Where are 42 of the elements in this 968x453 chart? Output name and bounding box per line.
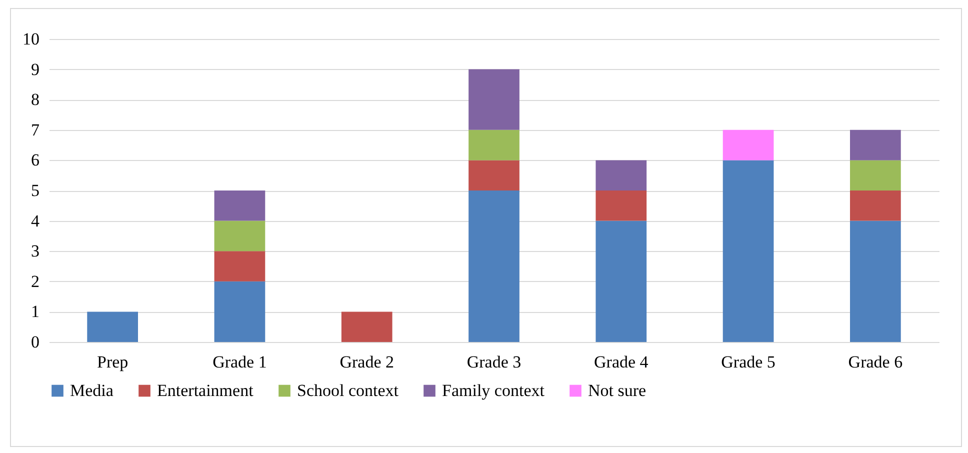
y-tick-label: 6 — [31, 150, 40, 170]
y-tick-label: 10 — [22, 30, 40, 48]
bar — [214, 251, 266, 282]
bar — [468, 130, 520, 160]
legend-label: Not sure — [588, 380, 646, 400]
y-tick-label: 3 — [31, 242, 40, 261]
x-tick-label: Grade 2 — [340, 352, 394, 372]
bar — [468, 160, 520, 190]
bar — [596, 220, 647, 342]
x-tick-label: Grade 3 — [466, 352, 522, 372]
bar — [850, 220, 901, 342]
bar — [214, 190, 266, 221]
x-tick-label: Prep — [96, 352, 128, 372]
bar — [596, 160, 647, 190]
bar — [214, 281, 266, 342]
bar — [341, 312, 392, 342]
bar — [722, 130, 774, 160]
x-tick-label: Grade 6 — [848, 352, 903, 372]
x-tick-label: Grade 4 — [594, 352, 649, 372]
y-tick-label: 7 — [31, 120, 40, 140]
bar — [850, 130, 901, 160]
bar — [596, 190, 647, 221]
y-tick-label: 2 — [31, 272, 40, 291]
legend-label: Media — [70, 380, 114, 400]
bar — [87, 312, 138, 342]
bar — [468, 69, 520, 130]
bar — [468, 190, 520, 342]
legend-label: Family context — [442, 380, 545, 400]
x-tick-label: Grade 1 — [212, 352, 267, 372]
bar — [850, 160, 901, 190]
y-tick-label: 9 — [31, 60, 40, 79]
bar — [722, 160, 774, 342]
legend-label: School context — [297, 380, 399, 400]
y-tick-label: 8 — [31, 90, 40, 110]
y-tick-label: 0 — [31, 332, 40, 352]
y-tick-label: 1 — [31, 302, 40, 322]
y-tick-label: 5 — [31, 181, 40, 200]
y-tick-label: 4 — [31, 211, 40, 230]
bar — [214, 220, 266, 252]
bar — [850, 190, 901, 221]
x-tick-label: Grade 5 — [721, 352, 776, 372]
legend-label: Entertainment — [157, 380, 254, 400]
